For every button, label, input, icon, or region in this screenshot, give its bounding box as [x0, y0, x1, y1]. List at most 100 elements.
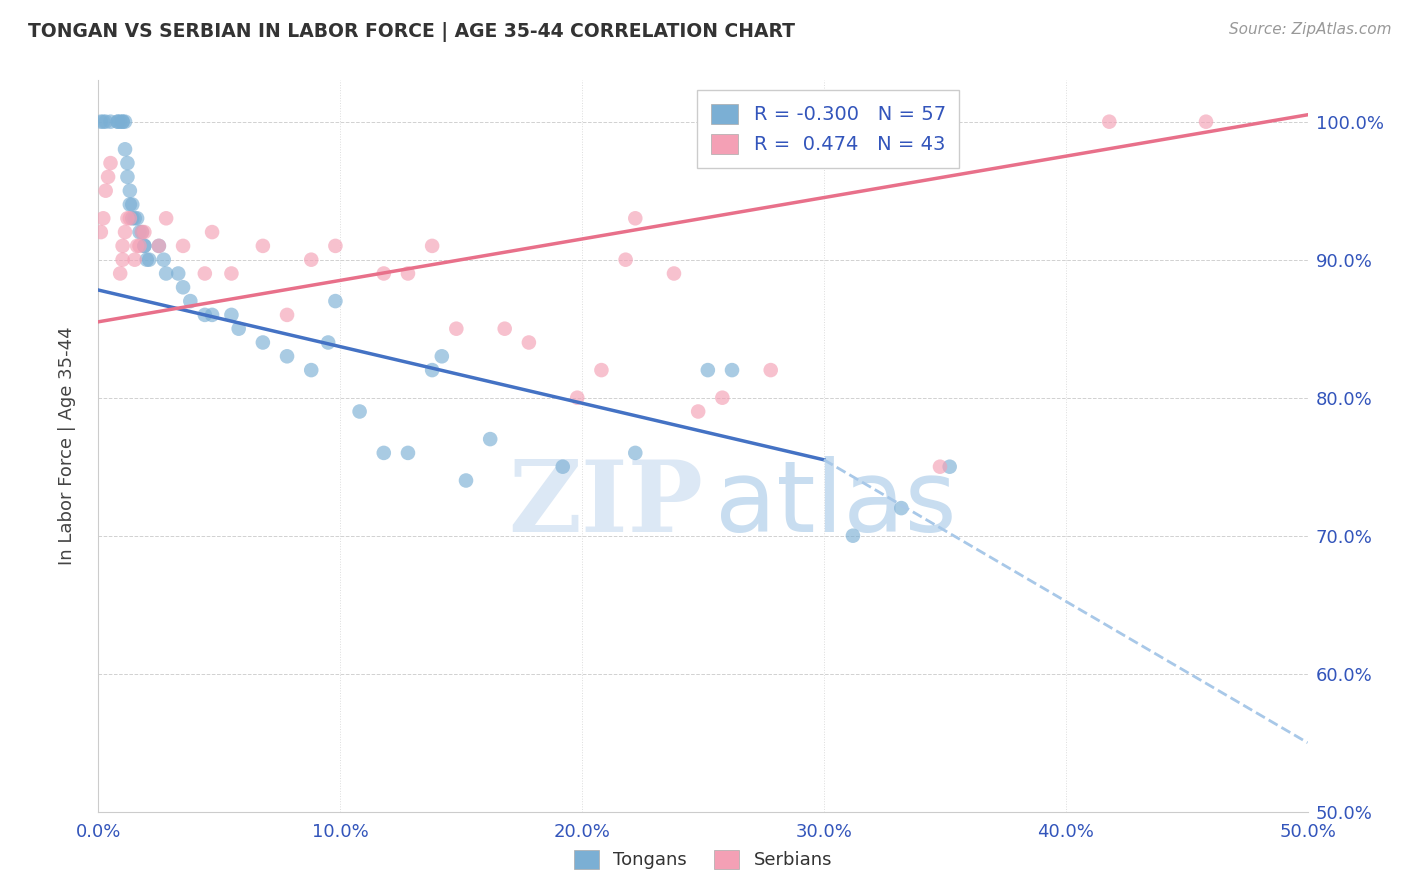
Point — [94, 184, 117, 198]
Point — [228, 321, 250, 335]
Point — [696, 363, 718, 377]
Point — [107, 114, 129, 128]
Point — [551, 459, 574, 474]
Point — [131, 225, 153, 239]
Point — [446, 321, 468, 335]
Point — [131, 225, 153, 239]
Point — [517, 335, 540, 350]
Point — [299, 363, 322, 377]
Point — [1098, 114, 1121, 128]
Text: TONGAN VS SERBIAN IN LABOR FORCE | AGE 35-44 CORRELATION CHART: TONGAN VS SERBIAN IN LABOR FORCE | AGE 3… — [28, 22, 796, 42]
Point — [614, 252, 637, 267]
Point — [252, 239, 274, 253]
Y-axis label: In Labor Force | Age 35-44: In Labor Force | Age 35-44 — [58, 326, 76, 566]
Point — [111, 114, 134, 128]
Point — [494, 321, 516, 335]
Point — [172, 239, 194, 253]
Point — [759, 363, 782, 377]
Point — [929, 459, 952, 474]
Point — [134, 239, 156, 253]
Point — [111, 239, 134, 253]
Point — [100, 114, 122, 128]
Point — [148, 239, 170, 253]
Point — [325, 239, 347, 253]
Point — [155, 267, 177, 281]
Point — [688, 404, 710, 418]
Point — [117, 211, 139, 226]
Point — [817, 114, 839, 128]
Point — [100, 156, 122, 170]
Point — [842, 529, 865, 543]
Point — [276, 349, 298, 363]
Point — [711, 391, 734, 405]
Point — [91, 114, 114, 128]
Point — [420, 363, 443, 377]
Point — [97, 169, 120, 184]
Text: ZIP: ZIP — [508, 456, 703, 553]
Point — [152, 252, 174, 267]
Point — [117, 169, 139, 184]
Point — [179, 294, 201, 309]
Point — [121, 197, 143, 211]
Point — [127, 239, 149, 253]
Point — [866, 114, 889, 128]
Point — [111, 252, 134, 267]
Point — [221, 267, 243, 281]
Point — [124, 211, 146, 226]
Point — [118, 211, 141, 226]
Point — [201, 308, 224, 322]
Point — [172, 280, 194, 294]
Point — [624, 446, 647, 460]
Point — [135, 252, 157, 267]
Point — [107, 114, 129, 128]
Point — [134, 225, 156, 239]
Point — [373, 267, 395, 281]
Point — [108, 267, 131, 281]
Point — [769, 114, 792, 128]
Point — [128, 225, 150, 239]
Point — [349, 404, 371, 418]
Point — [194, 267, 217, 281]
Text: atlas: atlas — [716, 456, 956, 553]
Point — [591, 363, 613, 377]
Point — [662, 267, 685, 281]
Point — [1195, 114, 1218, 128]
Point — [430, 349, 453, 363]
Point — [91, 211, 114, 226]
Point — [396, 446, 419, 460]
Point — [128, 239, 150, 253]
Point — [316, 335, 339, 350]
Point — [721, 363, 744, 377]
Point — [138, 252, 160, 267]
Point — [124, 252, 146, 267]
Point — [624, 211, 647, 226]
Point — [325, 294, 347, 309]
Point — [276, 308, 298, 322]
Point — [252, 335, 274, 350]
Legend: Tongans, Serbians: Tongans, Serbians — [565, 841, 841, 879]
Legend: R = -0.300   N = 57, R =  0.474   N = 43: R = -0.300 N = 57, R = 0.474 N = 43 — [697, 90, 959, 168]
Point — [299, 252, 322, 267]
Point — [454, 474, 477, 488]
Point — [155, 211, 177, 226]
Point — [479, 432, 502, 446]
Point — [567, 391, 589, 405]
Point — [890, 501, 912, 516]
Point — [167, 267, 190, 281]
Point — [938, 459, 960, 474]
Point — [127, 211, 149, 226]
Point — [114, 142, 136, 156]
Point — [148, 239, 170, 253]
Point — [134, 239, 156, 253]
Point — [396, 267, 419, 281]
Point — [114, 225, 136, 239]
Point — [117, 156, 139, 170]
Point — [118, 197, 141, 211]
Point — [221, 308, 243, 322]
Point — [90, 114, 112, 128]
Point — [90, 225, 112, 239]
Point — [420, 239, 443, 253]
Point — [108, 114, 131, 128]
Point — [114, 114, 136, 128]
Point — [201, 225, 224, 239]
